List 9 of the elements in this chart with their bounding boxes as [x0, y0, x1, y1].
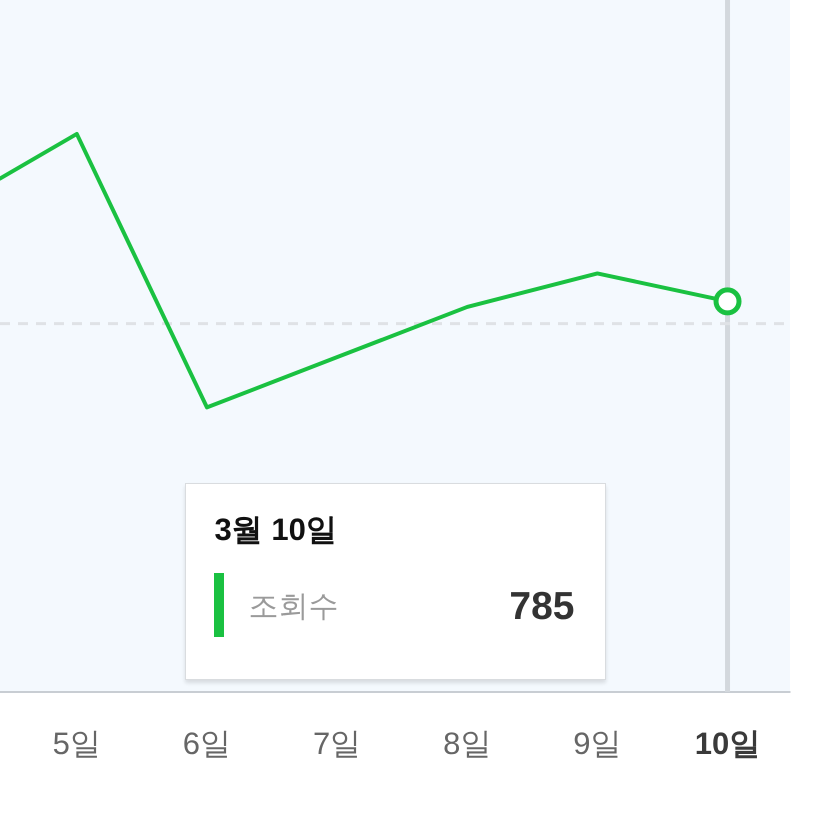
- x-tick-label: 9일: [573, 726, 622, 762]
- annotation: 3월 10일: [214, 512, 337, 548]
- x-tick-label: 5일: [52, 726, 101, 762]
- x-tick-label: 7일: [312, 726, 362, 762]
- legend-label: 조회수: [248, 588, 338, 624]
- x-tick-label: 6일: [182, 726, 232, 762]
- x-tick-label: 10일: [694, 726, 760, 762]
- annotation: 785: [509, 584, 574, 628]
- x-tick-label: 8일: [443, 726, 492, 762]
